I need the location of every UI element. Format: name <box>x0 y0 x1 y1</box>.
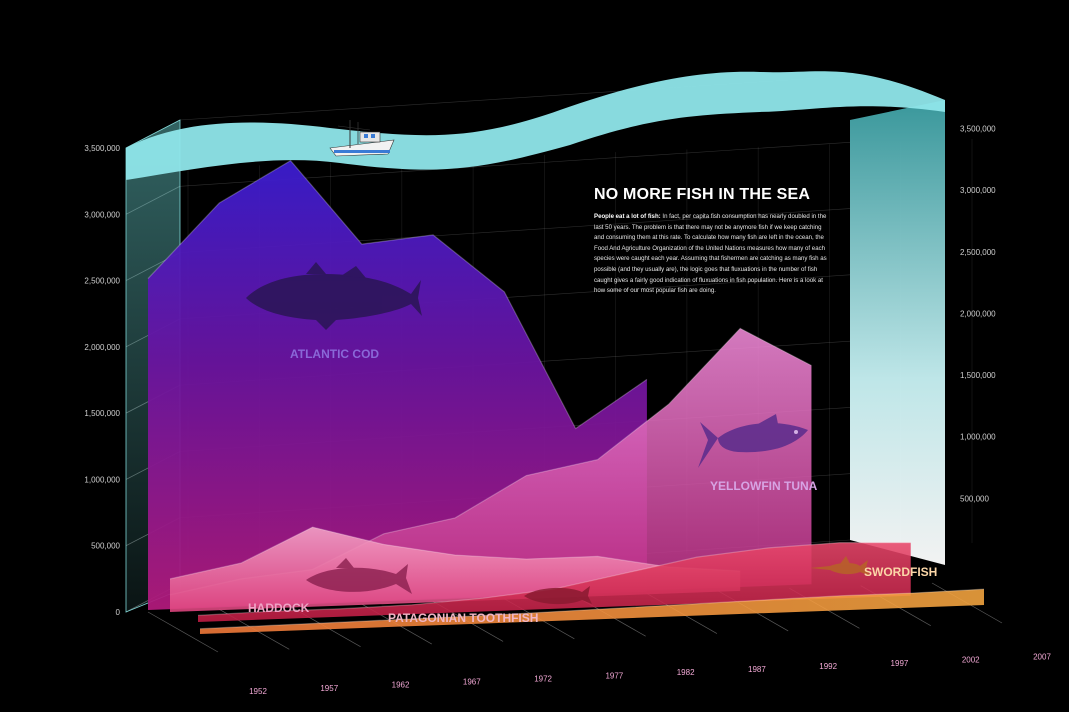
label-swordfish: SWORDFISH <box>864 565 937 579</box>
right-glass-wall <box>850 100 945 565</box>
x-tick-year: 1952 <box>249 687 267 696</box>
y-tick-left: 3,500,000 <box>84 144 120 153</box>
swordfish-icon <box>810 556 870 576</box>
x-tick-year: 1992 <box>819 662 837 671</box>
x-tick-year: 1962 <box>392 681 410 690</box>
y-tick-right: 1,000,000 <box>960 433 996 442</box>
area-atlantic-cod-ridge <box>147 159 648 430</box>
x-tick-year: 1982 <box>677 668 695 677</box>
x-tick-year: 1957 <box>320 684 338 693</box>
grid-line-year <box>147 611 219 653</box>
label-haddock: HADDOCK <box>248 601 310 615</box>
x-tick-year: 1977 <box>605 671 623 680</box>
label-patagonian-toothfish: PATAGONIAN TOOTHFISH <box>388 611 538 625</box>
water-surface <box>126 71 945 180</box>
x-tick-year: 1997 <box>891 659 909 668</box>
area-swordfish <box>200 589 984 634</box>
y-axis-right: 500,000 1,000,000 1,500,000 2,000,000 2,500,… <box>960 124 996 503</box>
y-tick-right: 1,500,000 <box>960 371 996 380</box>
y-tick-left: 1,500,000 <box>84 409 120 418</box>
cod-fish-icon <box>246 262 422 330</box>
y-tick-left: 2,500,000 <box>84 277 120 286</box>
article-text: In fact, per capita fish consumption has… <box>594 213 827 295</box>
area-haddock-ridge <box>169 526 741 580</box>
y-tick-left: 0 <box>116 608 121 617</box>
y-tick-right: 3,000,000 <box>960 186 996 195</box>
article-title: NO MORE FISH IN THE SEA <box>594 186 811 203</box>
x-tick-year: 1967 <box>463 678 481 687</box>
y-tick-left: 500,000 <box>91 542 120 551</box>
y-tick-left: 3,000,000 <box>84 210 120 219</box>
x-tick-year: 1972 <box>534 674 552 683</box>
y-tick-right: 3,500,000 <box>960 124 996 133</box>
y-tick-left: 1,000,000 <box>84 475 120 484</box>
article-body: People eat a lot of fish: In fact, per c… <box>594 212 830 297</box>
label-atlantic-cod: ATLANTIC COD <box>290 347 379 361</box>
x-tick-year: 1987 <box>748 665 766 674</box>
y-tick-right: 2,500,000 <box>960 248 996 257</box>
article-panel: NO MORE FISH IN THE SEA People eat a lot… <box>594 186 830 297</box>
fishing-boat-icon <box>329 120 395 157</box>
y-tick-right: 500,000 <box>960 494 989 503</box>
toothfish-icon <box>524 586 592 605</box>
area-yellowfin-tuna <box>170 328 812 608</box>
haddock-fish-icon <box>306 558 412 594</box>
article-lead: People eat a lot of fish: <box>594 213 661 220</box>
label-yellowfin-tuna: YELLOWFIN TUNA <box>710 479 818 493</box>
species-layers <box>147 159 985 634</box>
x-tick-year: 2002 <box>962 656 980 665</box>
area-swordfish-ridge <box>199 588 985 630</box>
y-tick-right: 2,000,000 <box>960 309 996 318</box>
y-tick-left: 2,000,000 <box>84 343 120 352</box>
x-axis: 1952 1957 1962 1967 1972 1977 1982 1987 1992 1997… <box>249 653 1051 697</box>
tuna-fish-icon <box>698 414 808 468</box>
y-axis-left: 0 500,000 1,000,000 1,500,000 2,000,000 2,500… <box>84 144 120 617</box>
x-tick-year: 2007 <box>1033 653 1051 662</box>
